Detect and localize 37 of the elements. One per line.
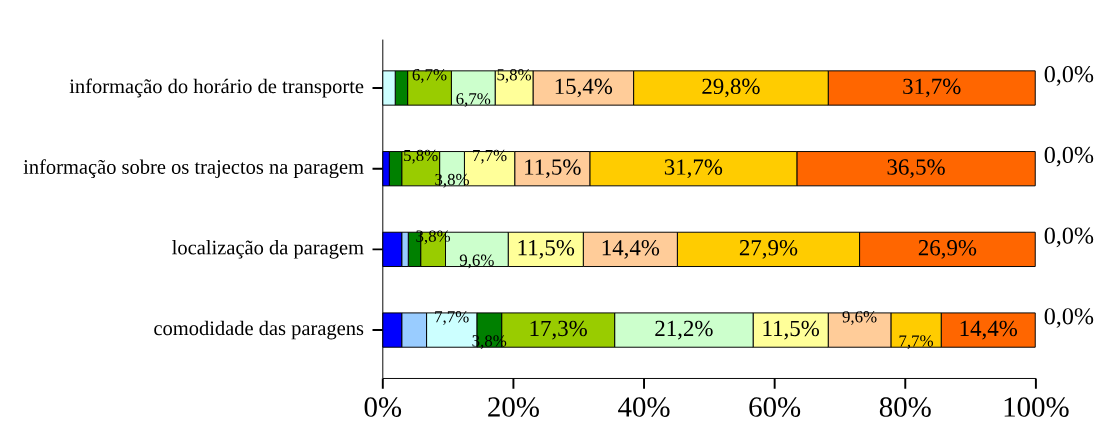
data-label: 11,5% (518, 239, 575, 259)
y-tick-label: localização da paragem (172, 239, 364, 259)
y-tick-label: informação sobre os trajectos na paragem (23, 159, 364, 178)
x-tick-label: 40% (618, 397, 670, 417)
data-label: 36,5% (887, 159, 945, 178)
data-label: 27,9% (739, 239, 798, 259)
data-label: 14,4% (960, 320, 1018, 340)
x-tick-label: 20% (488, 397, 539, 417)
data-label: 0,0% (1044, 146, 1094, 167)
y-tick-label: informação do horário de transporte (69, 78, 364, 98)
data-label: 26,9% (918, 239, 977, 259)
data-label: 0,0% (1044, 227, 1094, 248)
x-tick-label: 0% (364, 397, 402, 417)
data-label: 7,7% (435, 310, 469, 325)
data-label: 0,0% (1044, 308, 1094, 328)
x-tick-label: 100% (1004, 397, 1069, 417)
data-label: 29,8% (702, 78, 760, 98)
data-label: 31,7% (903, 78, 961, 98)
data-label: 11,5% (763, 320, 820, 340)
data-label: 14,4% (602, 239, 660, 259)
data-label: 0,0% (1044, 65, 1094, 86)
data-label: 17,3% (530, 320, 587, 340)
data-label: 7,7% (473, 149, 507, 164)
data-label: 7,7% (899, 335, 934, 349)
y-tick-label: comodidade das paragens (154, 320, 364, 340)
data-label: 15,4% (555, 78, 613, 98)
data-label: 5,8% (404, 149, 438, 164)
data-label: 9,6% (842, 310, 877, 325)
data-label: 31,7% (664, 159, 723, 178)
data-label: 11,5% (525, 159, 581, 178)
data-label: 21,2% (655, 320, 713, 340)
data-label: 9,6% (459, 254, 494, 269)
x-tick-label: 80% (879, 397, 931, 417)
data-label: 5,8% (497, 68, 532, 83)
data-label: 6,7% (412, 68, 447, 83)
data-label: 6,7% (456, 93, 491, 107)
x-tick-label: 60% (749, 397, 801, 417)
